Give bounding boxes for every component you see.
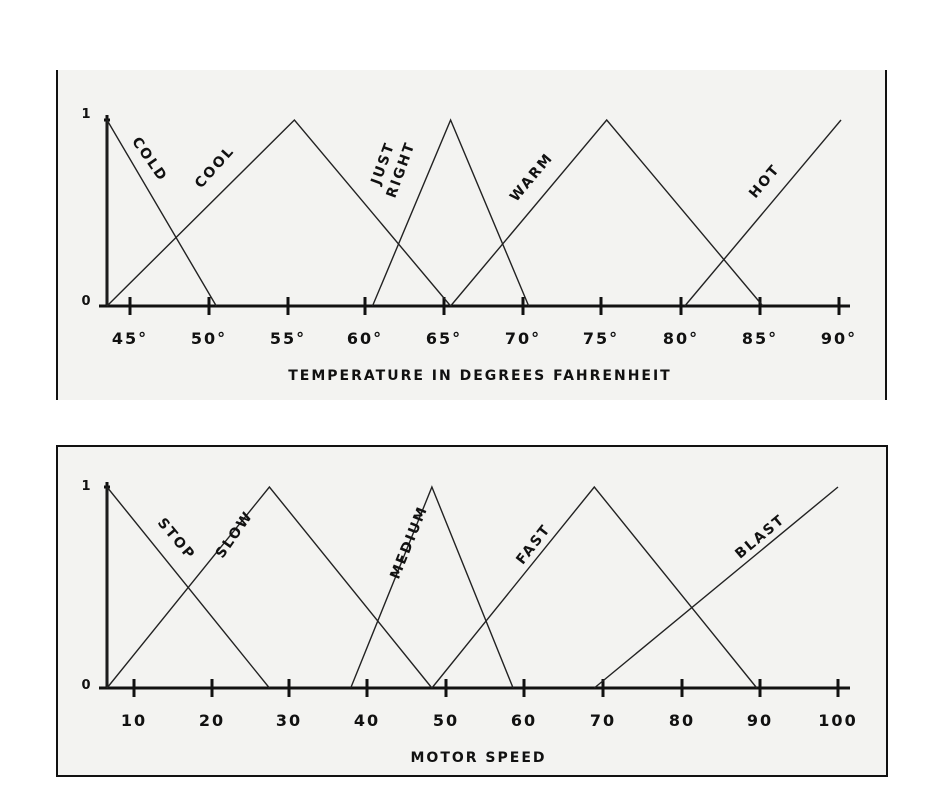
motor-speed-x-tick-label-70: 70 xyxy=(590,711,616,730)
motor-speed-x-tick-label-40: 40 xyxy=(354,711,380,730)
temperature-x-tick-label-70: 70° xyxy=(505,329,541,348)
motor-speed-series-blast xyxy=(593,486,839,689)
temperature-series-hot xyxy=(684,119,842,307)
temperature-series-warm xyxy=(450,118,764,307)
temperature-x-tick-label-85: 85° xyxy=(742,329,778,348)
motor-speed-x-tick-label-10: 10 xyxy=(121,711,147,730)
motor-speed-x-tick-label-80: 80 xyxy=(669,711,695,730)
temperature-x-tick-label-75: 75° xyxy=(583,329,619,348)
temperature-y-tick-label-1: 1 xyxy=(81,107,90,122)
motor-speed-x-tick-label-50: 50 xyxy=(433,711,459,730)
temperature-x-tick-label-50: 50° xyxy=(191,329,227,348)
motor-speed-series-fast xyxy=(431,485,758,689)
motor-speed-y-tick-label-0: 0 xyxy=(81,678,90,693)
temperature-x-axis-label: TEMPERATURE IN DEGREES FAHRENHEIT xyxy=(288,368,671,384)
motor-speed-x-tick-label-90: 90 xyxy=(747,711,773,730)
temperature-x-tick-label-45: 45° xyxy=(112,329,148,348)
temperature-y-tick-label-0: 0 xyxy=(81,294,90,309)
temperature-x-tick-label-90: 90° xyxy=(821,329,857,348)
temperature-series-cold xyxy=(106,117,217,307)
motor-speed-x-tick-label-20: 20 xyxy=(199,711,225,730)
temperature-x-tick-label-60: 60° xyxy=(347,329,383,348)
motor-speed-x-tick-label-60: 60 xyxy=(511,711,537,730)
temperature-x-tick-label-65: 65° xyxy=(426,329,462,348)
motor-speed-panel-frame xyxy=(56,445,888,777)
motor-speed-series-stop xyxy=(106,485,270,689)
motor-speed-y-tick-label-1: 1 xyxy=(81,479,90,494)
temperature-panel-background xyxy=(58,70,886,400)
temperature-x-tick-label-80: 80° xyxy=(663,329,699,348)
motor-speed-x-tick-label-30: 30 xyxy=(276,711,302,730)
motor-speed-x-axis-label: MOTOR SPEED xyxy=(410,750,546,766)
motor-speed-panel-background xyxy=(58,447,886,775)
motor-speed-x-tick-label-100: 100 xyxy=(818,711,857,730)
temperature-x-tick-label-55: 55° xyxy=(270,329,306,348)
